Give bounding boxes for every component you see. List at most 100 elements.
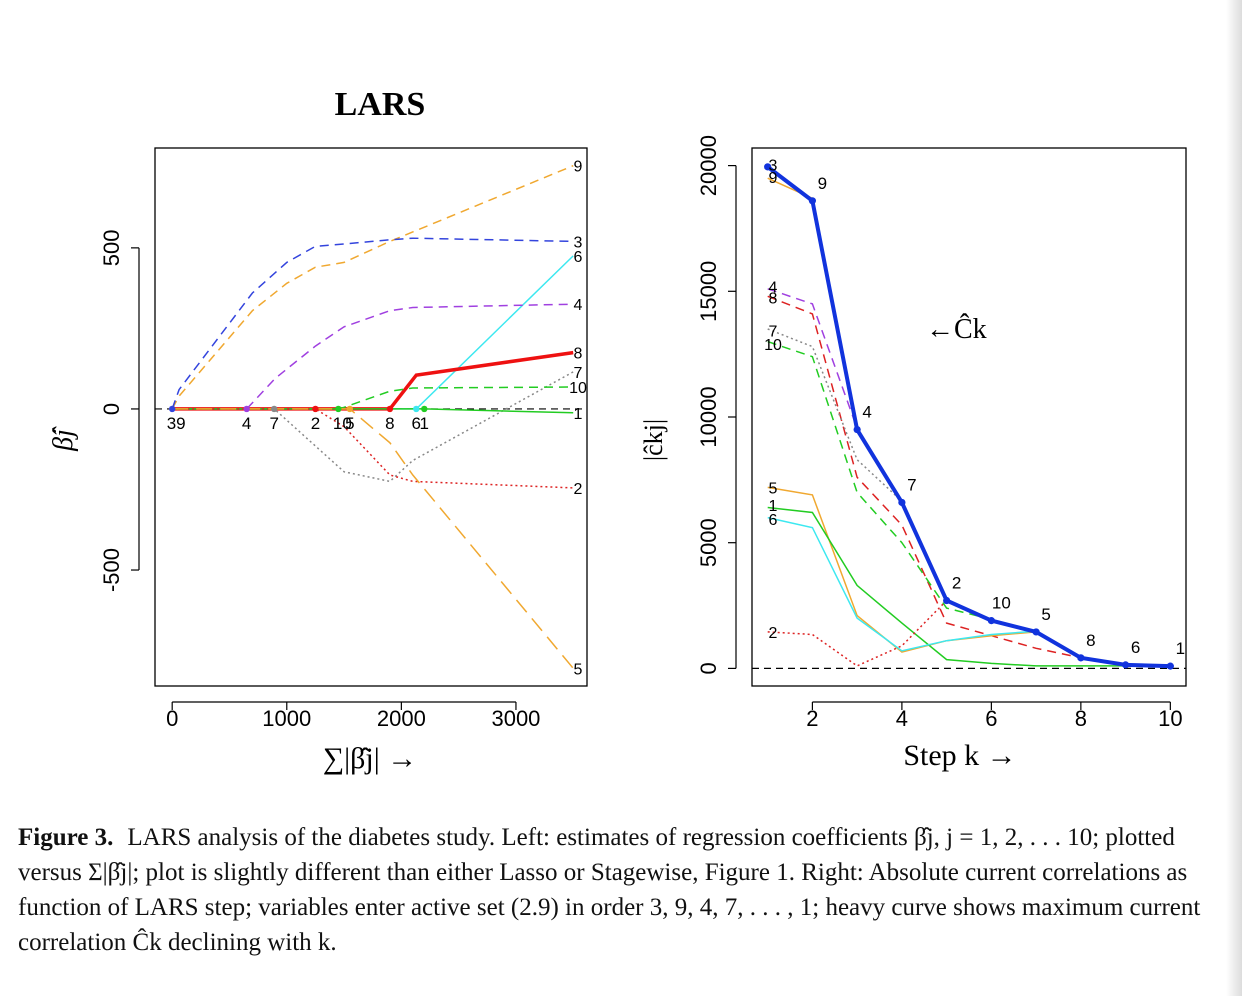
step-label: 2 (952, 574, 961, 593)
ck-annotation: ←Ĉk (926, 314, 987, 345)
right-x-ticks: 2 4 6 8 10 (806, 701, 1183, 731)
series-line-2 (172, 408, 574, 489)
entry-point-label: 5 (345, 414, 354, 433)
start-label: 9 (769, 170, 778, 187)
left-end-label: 1 (574, 406, 583, 423)
figure-caption: Figure 3. LARS analysis of the diabetes s… (18, 820, 1223, 960)
step-label: 7 (907, 475, 916, 494)
ck-marker (987, 617, 995, 625)
series-line-7 (767, 328, 903, 502)
left-y-ticks: -500 0 500 (99, 230, 140, 592)
start-label: 8 (769, 291, 778, 308)
step-label: 9 (818, 174, 827, 193)
ck-marker (898, 498, 906, 507)
page-edge-shadow (1226, 0, 1242, 996)
right-step-labels: 9 4 7 2 10 5 8 6 1 (818, 174, 1185, 658)
entry-point-marker (243, 405, 250, 413)
series-line-10 (172, 386, 574, 410)
series-line-5 (172, 408, 574, 669)
left-end-labels: 9 36 4 8 710 1 2 5 (569, 159, 587, 679)
x-tick-label: 6 (985, 706, 997, 731)
step-label: 10 (992, 594, 1011, 613)
series-line-4 (172, 303, 574, 410)
series-line-ck (766, 165, 1171, 669)
left-end-label: 6 (574, 249, 583, 266)
start-label: 10 (764, 337, 782, 354)
entry-point-label: 10 (333, 414, 352, 433)
left-entry-points: 39 4 7 2 105 8 61 (167, 405, 429, 433)
step-label: 5 (1041, 605, 1050, 624)
start-label: 5 (769, 480, 778, 497)
series-line-4 (767, 288, 858, 429)
y-tick-label: 500 (99, 230, 124, 267)
left-x-axis-label: ∑|β̂j| → (323, 742, 418, 775)
entry-point-marker (421, 405, 428, 413)
ck-marker (1032, 628, 1040, 636)
y-tick-label: 15000 (696, 261, 721, 322)
left-plot-frame (154, 147, 588, 687)
entry-point-marker (413, 405, 420, 413)
ck-marker (1121, 661, 1130, 669)
x-tick-label: 10 (1158, 706, 1182, 731)
series-line-3 (171, 237, 574, 410)
x-tick-label: 2 (806, 706, 818, 731)
left-end-label: 3 (574, 234, 583, 251)
left-end-label: 10 (569, 380, 587, 397)
ck-marker (1166, 662, 1174, 670)
step-label: 4 (862, 403, 871, 422)
right-y-axis-label: |ĉkj| (639, 419, 668, 461)
entry-point-label: 6 (412, 414, 421, 433)
step-label: 8 (1086, 631, 1095, 650)
entry-point-label: 1 (420, 414, 429, 433)
ck-marker (943, 596, 951, 605)
y-tick-label: 0 (696, 662, 721, 674)
entry-point-marker (270, 405, 278, 413)
series-line-9 (171, 165, 574, 410)
left-end-label: 2 (574, 481, 583, 498)
entry-point-marker (312, 405, 319, 413)
start-label: 3 (769, 157, 778, 174)
series-line-6 (172, 255, 574, 410)
x-tick-label: 2000 (377, 706, 426, 731)
entry-point-marker (386, 405, 394, 413)
right-series-lines (752, 165, 1186, 670)
series-line-7 (172, 371, 574, 483)
entry-point-marker (335, 405, 342, 413)
left-end-label: 7 (574, 365, 583, 382)
ck-marker (808, 197, 817, 205)
entry-point-label: 39 (167, 414, 186, 433)
y-tick-label: 5000 (696, 518, 721, 567)
figure-caption-text: LARS analysis of the diabetes study. Lef… (18, 824, 1201, 956)
step-label: 1 (1176, 639, 1185, 658)
left-end-label: 5 (574, 661, 583, 678)
ck-marker (1077, 654, 1085, 662)
left-end-label: 9 (574, 159, 583, 176)
right-plot-frame (751, 147, 1187, 687)
right-x-axis-label: Step k → (903, 739, 1016, 772)
x-tick-label: 0 (166, 706, 178, 731)
series-line-1 (767, 506, 1171, 667)
series-line-5 (767, 486, 1037, 653)
entry-point-marker (168, 405, 176, 413)
series-line-2 (767, 599, 948, 667)
right-y-ticks: 0 5000 10000 15000 20000 (696, 135, 737, 675)
ck-marker (764, 163, 772, 171)
y-tick-label: 0 (99, 403, 124, 415)
right-ck-markers (764, 163, 1174, 670)
start-label: 7 (769, 323, 778, 340)
x-tick-label: 1000 (262, 706, 311, 731)
left-x-ticks: 0 1000 2000 3000 (166, 701, 540, 731)
y-tick-label: 10000 (696, 386, 721, 447)
start-label: 2 (769, 625, 778, 642)
figure-caption-label: Figure 3. (18, 824, 114, 851)
entry-point-label: 7 (269, 414, 278, 433)
x-tick-label: 3000 (491, 706, 540, 731)
left-series-lines (155, 165, 587, 669)
entry-point-marker (346, 405, 354, 413)
start-label: 4 (769, 279, 778, 296)
step-label: 6 (1131, 638, 1140, 657)
left-chart-title: LARS (335, 86, 426, 123)
